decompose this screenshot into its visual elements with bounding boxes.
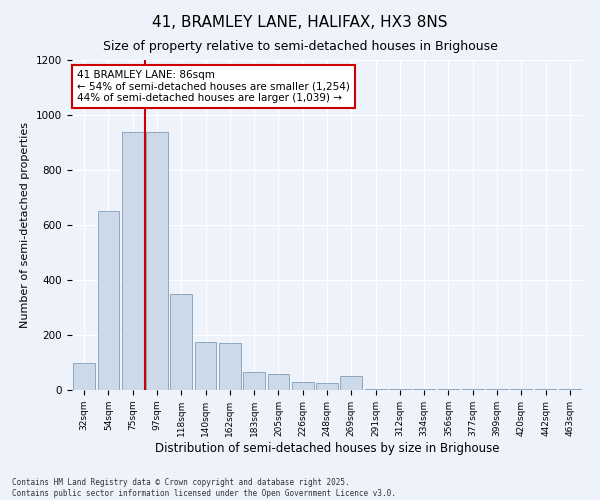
Bar — [316, 383, 338, 390]
Text: Size of property relative to semi-detached houses in Brighouse: Size of property relative to semi-detach… — [103, 40, 497, 53]
Bar — [292, 382, 314, 390]
Bar — [365, 388, 386, 390]
Bar — [413, 388, 435, 390]
Bar — [243, 372, 265, 390]
Bar — [194, 342, 217, 390]
Text: 41 BRAMLEY LANE: 86sqm
← 54% of semi-detached houses are smaller (1,254)
44% of : 41 BRAMLEY LANE: 86sqm ← 54% of semi-det… — [77, 70, 350, 103]
Bar — [389, 388, 411, 390]
Bar — [97, 211, 119, 390]
Bar — [535, 388, 556, 390]
Bar — [146, 132, 168, 390]
Bar — [437, 388, 460, 390]
Bar — [340, 376, 362, 390]
Bar — [219, 343, 241, 390]
Text: Contains HM Land Registry data © Crown copyright and database right 2025.
Contai: Contains HM Land Registry data © Crown c… — [12, 478, 396, 498]
X-axis label: Distribution of semi-detached houses by size in Brighouse: Distribution of semi-detached houses by … — [155, 442, 499, 454]
Bar — [486, 388, 508, 390]
Bar — [268, 374, 289, 390]
Bar — [122, 132, 143, 390]
Bar — [73, 362, 95, 390]
Bar — [170, 294, 192, 390]
Y-axis label: Number of semi-detached properties: Number of semi-detached properties — [20, 122, 31, 328]
Bar — [462, 388, 484, 390]
Bar — [511, 388, 532, 390]
Bar — [559, 388, 581, 390]
Text: 41, BRAMLEY LANE, HALIFAX, HX3 8NS: 41, BRAMLEY LANE, HALIFAX, HX3 8NS — [152, 15, 448, 30]
